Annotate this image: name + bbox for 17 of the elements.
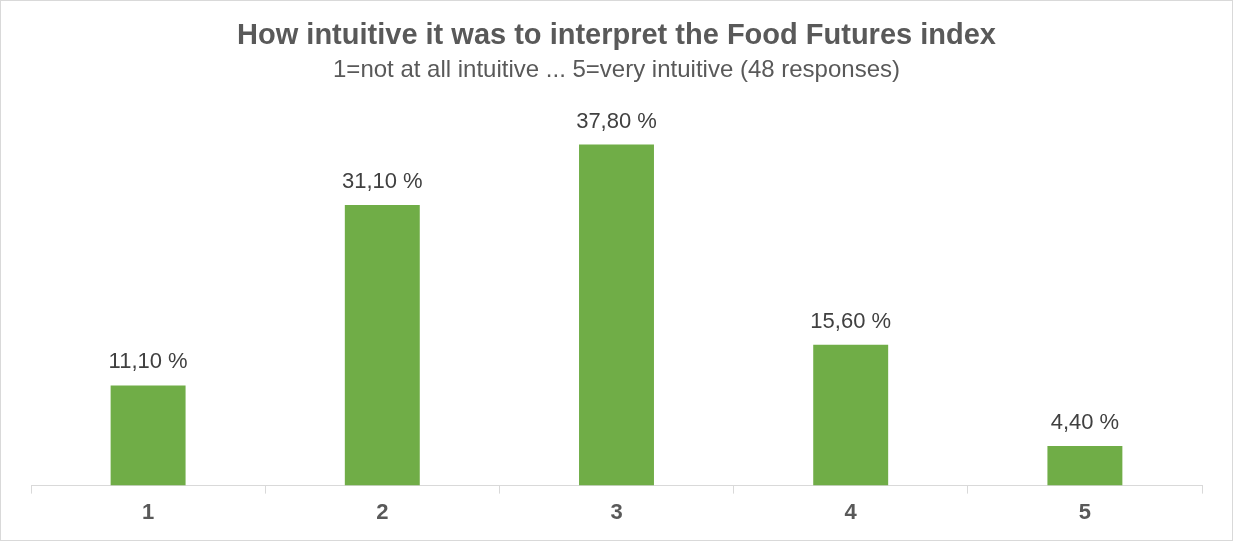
data-label: 37,80 % [576,107,657,133]
x-tick-label: 2 [376,498,389,524]
data-label: 4,40 % [1050,408,1120,434]
x-tick-label: 3 [610,498,623,524]
x-tick-label: 4 [844,498,858,524]
bar [579,144,654,486]
bar [344,204,420,486]
bar [110,385,186,486]
bar [813,344,889,486]
data-label: 15,60 % [810,307,892,333]
x-tick-label: 1 [141,498,155,524]
x-tick-label: 5 [1078,498,1092,524]
chart-title: How intuitive it was to interpret the Food Futures index [237,18,996,51]
data-label: 11,10 % [108,348,188,374]
data-label: 31,10 % [341,167,423,193]
chart-subtitle: 1=not at all intuitive ... 5=very intuitive (48 responses) [333,54,900,82]
bar [1047,445,1123,486]
